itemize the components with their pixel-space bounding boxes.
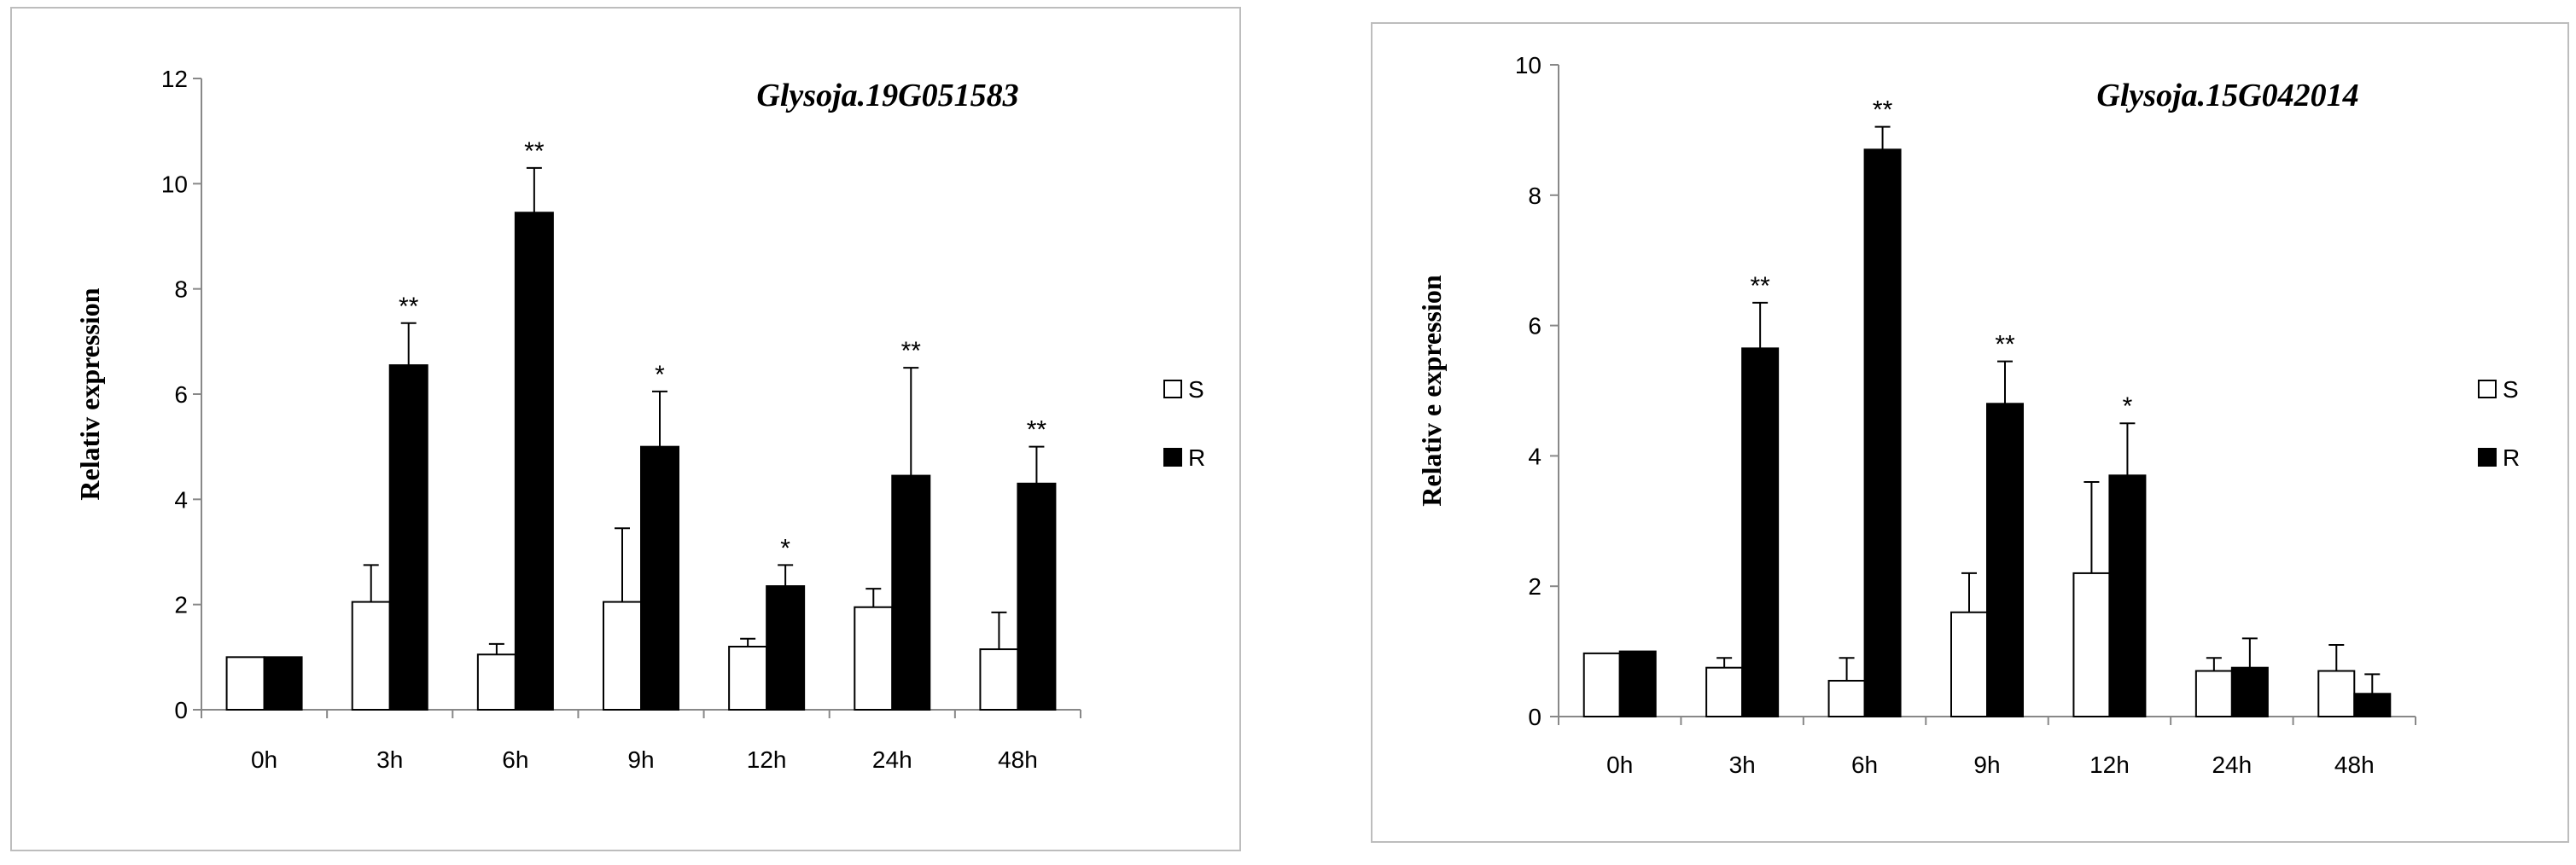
significance-marker: ** [524,137,545,165]
chart-title: Glysoja.19G051583 [756,78,1018,113]
y-tick-label: 6 [1528,313,1542,340]
bar-r [1741,347,1780,717]
bar-r [640,445,679,711]
significance-marker: * [2123,392,2133,421]
y-tick-label: 2 [1528,573,1542,600]
x-tick-label: 6h [1851,752,1878,778]
bar-s [2317,670,2356,718]
significance-marker: ** [1873,96,1893,125]
legend-label-s: S [2503,376,2519,403]
y-tick-label: 6 [174,381,188,408]
x-tick-label: 12h [2089,752,2130,778]
legend-swatch-s [2478,380,2497,398]
bar-s [854,606,894,711]
bar-r [1017,482,1057,711]
chart-title: Glysoja.15G042014 [2096,78,2358,113]
x-tick-label: 0h [1606,752,1633,778]
y-axis-label: Relativ e expression [1416,275,1447,507]
x-tick-label: 3h [1729,752,1756,778]
significance-marker: ** [901,337,922,365]
x-tick-label: 48h [998,746,1038,773]
y-axis-label: Relativ expression [74,287,105,500]
significance-marker: ** [1995,331,2015,359]
y-tick-label: 0 [1528,704,1542,730]
x-tick-label: 24h [2212,752,2252,778]
bar-r [1618,650,1657,717]
bar-r [2230,666,2269,718]
legend-swatch-r [1163,448,1182,467]
significance-marker: ** [399,293,419,321]
bar-s [1950,611,1988,718]
x-tick-label: 9h [1973,752,2000,778]
y-tick-label: 8 [174,276,188,303]
bar-s [979,648,1019,711]
x-tick-label: 3h [376,746,403,773]
significance-marker: ** [1027,416,1047,444]
bar-r [2108,474,2147,717]
x-tick-label: 6h [502,746,528,773]
legend-swatch-s [1163,380,1182,398]
significance-marker: * [780,534,790,562]
bar-r [2353,693,2392,718]
bar-r [388,364,428,711]
bar-s [1582,652,1621,718]
bar-s [225,656,265,711]
y-tick-label: 10 [1515,52,1542,78]
y-tick-label: 0 [174,697,188,723]
legend-label-r: R [1188,444,1205,471]
bar-s [1827,679,1866,717]
legend-label-r: R [2503,444,2520,471]
x-tick-label: 0h [251,746,277,773]
x-tick-label: 48h [2334,752,2375,778]
y-tick-label: 8 [1528,183,1542,209]
significance-marker: ** [1750,272,1770,300]
bar-s [1705,666,1744,718]
significance-marker: * [655,361,665,389]
bar-s [351,601,391,711]
bar-s [476,653,516,711]
y-tick-label: 12 [161,66,188,92]
x-tick-label: 12h [747,746,787,773]
bar-s [603,601,642,711]
y-tick-label: 2 [174,592,188,618]
bar-r [1986,403,2024,717]
bar-r [263,656,303,711]
bar-s [2194,670,2233,718]
y-tick-label: 4 [1528,443,1542,469]
y-tick-label: 4 [174,486,188,513]
y-tick-label: 10 [161,171,188,197]
bar-r [766,585,806,711]
legend-swatch-r [2478,448,2497,467]
bar-r [891,474,931,711]
bar-r [514,212,554,711]
bar-s [2072,572,2111,717]
x-tick-label: 24h [872,746,912,773]
legend-label-s: S [1188,376,1204,403]
bar-s [728,646,768,711]
bar-r [1863,148,1902,717]
x-tick-label: 9h [627,746,654,773]
